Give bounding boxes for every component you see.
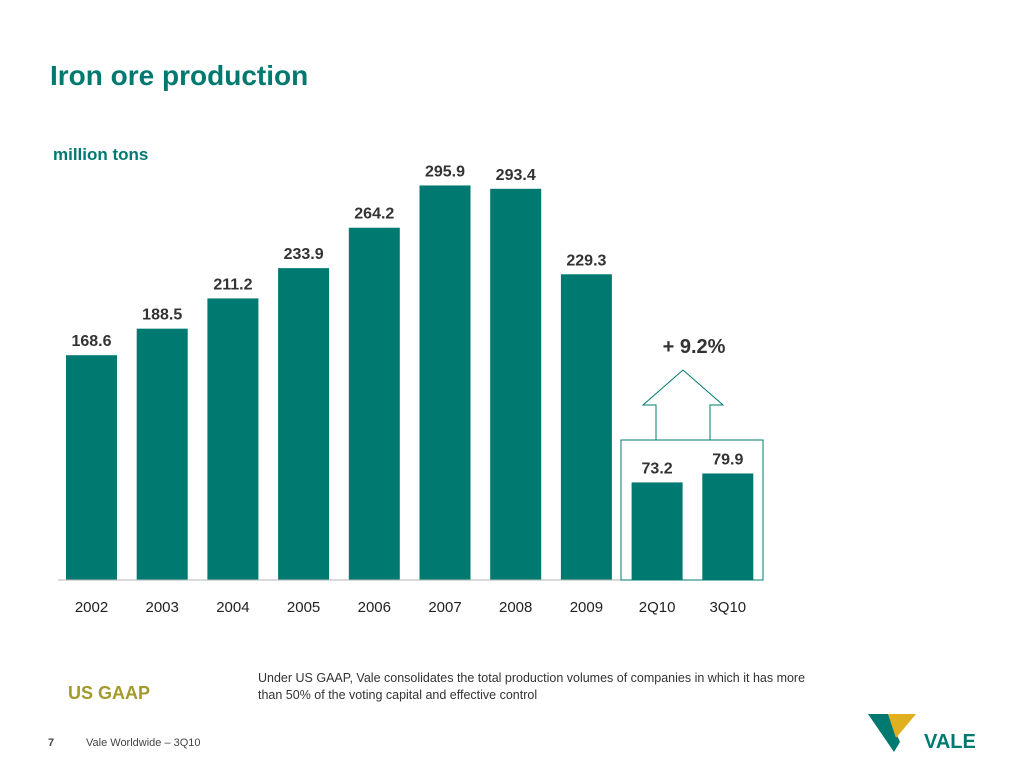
x-tick-2006: 2006 xyxy=(358,599,391,616)
x-tick-3Q10: 3Q10 xyxy=(709,599,746,616)
highlight-box xyxy=(620,439,764,581)
page-number: 7 xyxy=(48,737,55,749)
bar-2008 xyxy=(490,188,542,581)
x-tick-2007: 2007 xyxy=(428,599,461,616)
bar-chart: 168.6 188.5 211.2 233.9 264.2 295.9 293.4 229.3… xyxy=(58,163,764,616)
growth-annotation: + 9.2% xyxy=(663,336,726,358)
bar-2005 xyxy=(278,268,330,580)
bar-2003 xyxy=(136,328,188,580)
x-tick-2005: 2005 xyxy=(287,599,320,616)
x-tick-2008: 2008 xyxy=(499,599,532,616)
bar-2009 xyxy=(560,274,612,580)
footer-text: Vale Worldwide – 3Q10 xyxy=(86,737,201,749)
bar-2Q10 xyxy=(631,482,683,580)
bar-2004 xyxy=(207,298,259,580)
data-label-2008: 293.4 xyxy=(496,167,536,184)
logo-text: VALE xyxy=(924,731,976,753)
x-tick-2004: 2004 xyxy=(216,599,249,616)
data-label-2Q10: 73.2 xyxy=(642,460,673,477)
bar-2006 xyxy=(348,227,400,580)
data-label-2005: 233.9 xyxy=(284,246,324,263)
footnote: Under US GAAP, Vale consolidates the tot… xyxy=(258,671,806,702)
data-label-2004: 211.2 xyxy=(213,276,252,293)
data-label-2007: 295.9 xyxy=(425,163,465,180)
data-label-2006: 264.2 xyxy=(354,206,394,223)
unit-label: million tons xyxy=(53,145,149,164)
up-arrow-icon xyxy=(641,369,725,440)
data-label-2003: 188.5 xyxy=(142,307,182,324)
data-label-3Q10: 79.9 xyxy=(712,451,743,468)
page-title: Iron ore production xyxy=(50,60,309,91)
x-tick-2002: 2002 xyxy=(75,599,108,616)
x-tick-2Q10: 2Q10 xyxy=(639,599,676,616)
bar-2002 xyxy=(66,355,117,580)
vale-logo: VALE xyxy=(868,714,976,753)
x-tick-2003: 2003 xyxy=(146,599,179,616)
gaap-label: US GAAP xyxy=(68,683,151,703)
data-label-2009: 229.3 xyxy=(566,252,606,269)
bar-2007 xyxy=(419,185,471,580)
x-tick-2009: 2009 xyxy=(570,599,603,616)
data-label-2002: 168.6 xyxy=(71,333,111,350)
logo-gold-mark xyxy=(888,714,916,738)
bar-3Q10 xyxy=(702,473,754,580)
